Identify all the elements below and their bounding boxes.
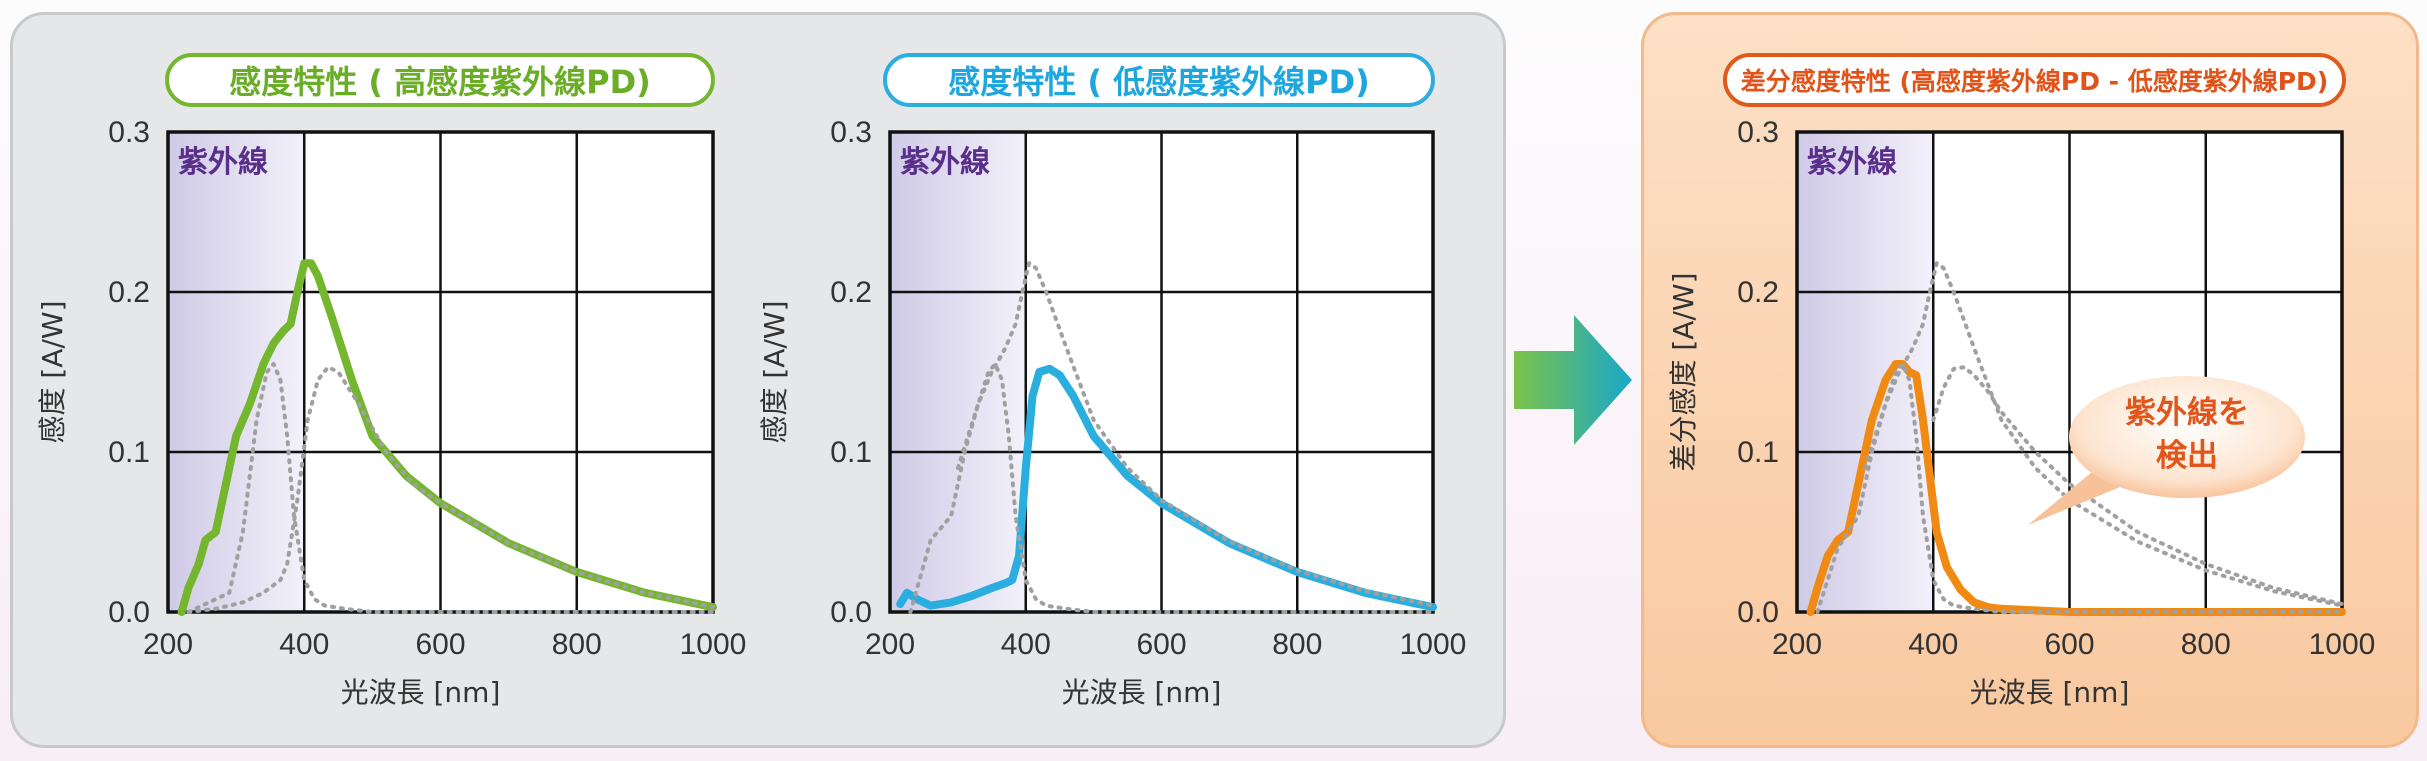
reference-curve <box>955 261 1435 608</box>
chart-2: 紫外線 200 400 600 800 1000 0.0 0.1 0.2 0.3 光波長 [nm] 感… <box>758 116 1466 709</box>
uv-band <box>168 132 305 612</box>
chart-1: 紫外線 200 400 600 800 1000 0.0 0.1 0.2 0.3 光波長 [nm] 感… <box>36 116 746 709</box>
uv-band-label: 紫外線 <box>900 145 990 180</box>
x-axis-label: 光波長 [nm] <box>1970 676 2130 709</box>
x-tick-label: 1000 <box>680 628 747 661</box>
x-axis-label: 光波長 [nm] <box>341 676 501 709</box>
callout-line-1: 紫外線を <box>2125 395 2249 431</box>
y-tick-label: 0.3 <box>108 116 150 149</box>
callout-text: 紫外線を 検出 <box>2068 392 2306 478</box>
chart-title-low-sensitivity: 感度特性 ( 低感度紫外線PD) <box>883 53 1435 107</box>
uv-band-label: 紫外線 <box>1807 145 1897 180</box>
y-tick-label: 0.1 <box>108 436 150 469</box>
reference-curve <box>908 362 1435 614</box>
x-tick-label: 400 <box>279 628 329 661</box>
y-tick-label: 0.0 <box>108 596 150 629</box>
callout-line-2: 検出 <box>2156 438 2218 474</box>
reference-curve <box>1931 365 2344 606</box>
x-tick-label: 800 <box>2181 628 2231 661</box>
y-tick-label: 0.1 <box>830 436 872 469</box>
y-tick-label: 0.2 <box>108 276 150 309</box>
chart-title-difference: 差分感度特性 (高感度紫外線PD - 低感度紫外線PD) <box>1723 53 2346 107</box>
x-axis-label: 光波長 [nm] <box>1062 676 1222 709</box>
x-tick-label: 600 <box>2044 628 2094 661</box>
sensitivity-curve <box>177 259 717 616</box>
uv-detected-callout <box>2028 376 2305 525</box>
reference-curve <box>186 365 715 614</box>
x-tick-label: 400 <box>1908 628 1958 661</box>
y-tick-label: 0.0 <box>830 596 872 629</box>
arrow-right-icon <box>1514 315 1632 445</box>
y-tick-label: 0.0 <box>1737 596 1779 629</box>
x-tick-label: 400 <box>1001 628 1051 661</box>
reference-curve <box>1863 261 2344 608</box>
chart-3: 紫外線 200 400 600 800 1000 0.0 0.1 0.2 0.3 光波長 [nm] 差… <box>1667 116 2375 709</box>
uv-band <box>890 132 1026 612</box>
x-tick-label: 1000 <box>1400 628 1467 661</box>
reference-curve <box>1815 362 2344 614</box>
x-tick-label: 1000 <box>2309 628 2376 661</box>
x-tick-label: 200 <box>865 628 915 661</box>
y-tick-label: 0.2 <box>830 276 872 309</box>
y-tick-label: 0.3 <box>1737 116 1779 149</box>
x-tick-label: 800 <box>552 628 602 661</box>
x-tick-label: 200 <box>143 628 193 661</box>
y-tick-label: 0.2 <box>1737 276 1779 309</box>
x-tick-label: 600 <box>415 628 465 661</box>
sensitivity-curve <box>896 364 1437 612</box>
chart-title-high-sensitivity: 感度特性 ( 高感度紫外線PD) <box>165 53 715 107</box>
sensitivity-curve <box>1806 360 2346 616</box>
y-axis-label: 差分感度 [A/W] <box>1667 272 1700 471</box>
x-tick-label: 600 <box>1136 628 1186 661</box>
y-tick-label: 0.3 <box>830 116 872 149</box>
y-axis-label: 感度 [A/W] <box>758 300 791 443</box>
plot-frame <box>888 130 1435 614</box>
y-tick-label: 0.1 <box>1737 436 1779 469</box>
x-tick-label: 800 <box>1272 628 1322 661</box>
reference-curve <box>186 362 715 614</box>
x-tick-label: 200 <box>1772 628 1822 661</box>
y-axis-label: 感度 [A/W] <box>36 300 69 443</box>
uv-band-label: 紫外線 <box>178 145 268 180</box>
